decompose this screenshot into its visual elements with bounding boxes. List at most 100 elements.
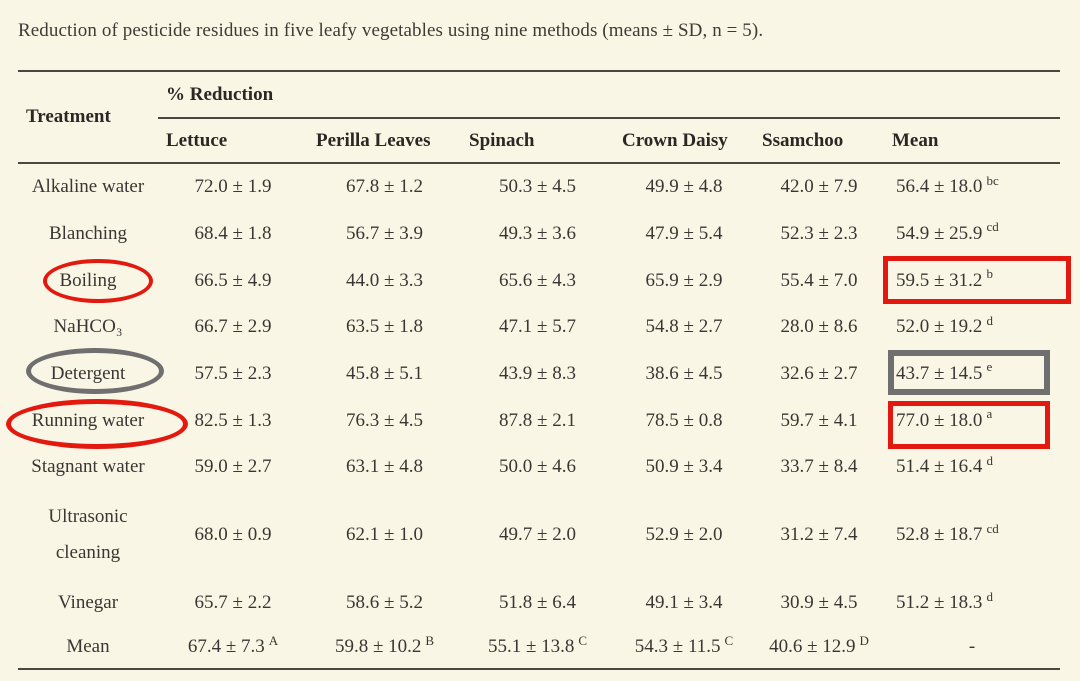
- pesticide-reduction-table: Treatment % Reduction Lettuce Perilla Le…: [18, 70, 1060, 670]
- value-cell: 78.5 ± 0.8: [645, 409, 723, 431]
- value-cell: 52.3 ± 2.3: [780, 222, 858, 244]
- gray-box-annotation-detergent-mean: [888, 350, 1050, 395]
- mean-cell: 54.9 ± 25.9 cd: [896, 219, 999, 244]
- mean-cell: 77.0 ± 18.0 a: [896, 406, 993, 431]
- treatment-cell: Alkaline water: [31, 176, 145, 197]
- table-header: Treatment % Reduction Lettuce Perilla Le…: [18, 71, 1060, 164]
- red-box-annotation-running-water-mean: [888, 401, 1050, 449]
- value-cell: 49.9 ± 4.8: [645, 176, 723, 197]
- table-row-nahco3: NaHCO₃ 66.7 ± 2.9 63.5 ± 1.8 47.1 ± 5.7 …: [18, 304, 1060, 350]
- value-cell: 52.9 ± 2.0: [645, 524, 723, 545]
- value-cell: 65.9 ± 2.9: [645, 269, 723, 291]
- column-header-mean: Mean: [884, 118, 1060, 164]
- table-caption: Reduction of pesticide residues in five …: [18, 20, 764, 41]
- red-circle-annotation-running-water: [6, 399, 188, 449]
- value-cell: 32.6 ± 2.7: [780, 362, 858, 384]
- value-cell: 54.8 ± 2.7: [645, 316, 723, 337]
- value-cell: 49.7 ± 2.0: [499, 524, 576, 545]
- value-cell: 47.1 ± 5.7: [499, 316, 576, 337]
- value-cell: 65.7 ± 2.2: [194, 592, 272, 613]
- value-cell: 31.2 ± 7.4: [780, 524, 858, 545]
- value-cell: 38.6 ± 4.5: [645, 362, 723, 384]
- gray-circle-annotation-detergent: [26, 348, 164, 394]
- table-row-alkaline-water: Alkaline water 72.0 ± 1.9 67.8 ± 1.2 50.…: [18, 163, 1060, 210]
- value-cell: 47.9 ± 5.4: [645, 222, 723, 244]
- mean-cell: 51.2 ± 18.3 d: [896, 588, 993, 613]
- table-row-vinegar: Vinegar 65.7 ± 2.2 58.6 ± 5.2 51.8 ± 6.4…: [18, 580, 1060, 626]
- column-header-treatment: Treatment: [18, 71, 158, 164]
- value-cell: 65.6 ± 4.3: [499, 269, 576, 291]
- significance-letter: d: [986, 588, 993, 604]
- value-cell: 67.8 ± 1.2: [346, 176, 423, 197]
- value-cell: 66.5 ± 4.9: [194, 269, 272, 291]
- significance-letter: C: [578, 632, 588, 648]
- table-body: Alkaline water 72.0 ± 1.9 67.8 ± 1.2 50.…: [18, 163, 1060, 669]
- significance-letter: cd: [986, 219, 999, 235]
- treatment-cell: Mean: [66, 636, 110, 657]
- mean-cell: 52.8 ± 18.7 cd: [896, 520, 999, 545]
- value-cell: 49.3 ± 3.6: [499, 222, 576, 244]
- column-header-crown-daisy: Crown Daisy: [614, 118, 754, 164]
- value-cell: 56.7 ± 3.9: [346, 222, 423, 244]
- value-cell: 33.7 ± 8.4: [780, 456, 858, 477]
- column-header-ssamchoo: Ssamchoo: [754, 118, 884, 164]
- table-row-column-means: Mean 67.4 ± 7.3 A 59.8 ± 10.2 B 55.1 ± 13.…: [18, 626, 1060, 669]
- group-header-row: Treatment % Reduction: [18, 71, 1060, 164]
- significance-letter: a: [986, 406, 993, 422]
- treatment-cell: Vinegar: [57, 592, 119, 613]
- significance-letter: C: [724, 632, 734, 648]
- value-cell: 68.0 ± 0.9: [194, 524, 272, 545]
- value-cell: 42.0 ± 7.9: [780, 176, 858, 197]
- value-cell: 30.9 ± 4.5: [780, 592, 858, 613]
- treatment-cell: Ultrasonic cleaning: [48, 505, 128, 563]
- column-header-spinach: Spinach: [461, 118, 614, 164]
- mean-cell: 59.5 ± 31.2 b: [896, 266, 993, 291]
- sub-header-row: Lettuce Perilla Leaves Spinach Crown Dai…: [18, 118, 1060, 164]
- value-cell: 76.3 ± 4.5: [346, 409, 423, 431]
- value-cell: 49.1 ± 3.4: [645, 592, 723, 613]
- table-row-stagnant-water: Stagnant water 59.0 ± 2.7 63.1 ± 4.8 50.…: [18, 444, 1060, 490]
- table-row-blanching: Blanching 68.4 ± 1.8 56.7 ± 3.9 49.3 ± 3…: [18, 210, 1060, 257]
- value-cell: 40.6 ± 12.9 D: [769, 632, 869, 657]
- column-header-perilla-leaves: Perilla Leaves: [308, 118, 461, 164]
- value-cell: 63.1 ± 4.8: [346, 456, 423, 477]
- value-cell: 50.3 ± 4.5: [499, 176, 576, 197]
- red-circle-annotation-boiling: [43, 259, 153, 303]
- value-cell: 59.0 ± 2.7: [194, 456, 272, 477]
- value-cell: 28.0 ± 8.6: [780, 316, 858, 337]
- treatment-cell: Blanching: [48, 222, 128, 244]
- mean-cell: 51.4 ± 16.4 d: [896, 452, 993, 477]
- mean-cell: 52.0 ± 19.2 d: [896, 312, 993, 337]
- value-cell: 62.1 ± 1.0: [346, 524, 423, 545]
- value-cell: 50.9 ± 3.4: [645, 456, 723, 477]
- treatment-cell: NaHCO₃: [53, 316, 123, 337]
- value-cell: 43.9 ± 8.3: [499, 362, 576, 384]
- value-cell: 67.4 ± 7.3 A: [187, 632, 279, 657]
- value-cell: 63.5 ± 1.8: [346, 316, 423, 337]
- significance-letter: b: [986, 266, 993, 282]
- red-box-annotation-boiling-mean: [883, 256, 1071, 304]
- significance-letter: d: [986, 312, 993, 328]
- mean-cell: 43.7 ± 14.5 e: [896, 359, 993, 384]
- value-cell: 68.4 ± 1.8: [194, 222, 272, 244]
- significance-letter: cd: [986, 520, 999, 536]
- column-header-lettuce: Lettuce: [158, 118, 308, 164]
- significance-letter: e: [986, 359, 993, 375]
- value-cell: 45.8 ± 5.1: [346, 362, 423, 384]
- value-cell: 50.0 ± 4.6: [499, 456, 576, 477]
- value-cell: 44.0 ± 3.3: [346, 269, 423, 291]
- value-cell: 58.6 ± 5.2: [346, 592, 423, 613]
- value-cell: 57.5 ± 2.3: [194, 362, 272, 384]
- table-row-ultrasonic-cleaning: Ultrasonic cleaning 68.0 ± 0.9 62.1 ± 1.…: [18, 490, 1060, 580]
- significance-letter: D: [859, 632, 869, 648]
- value-cell: 54.3 ± 11.5 C: [634, 632, 734, 657]
- value-cell: 55.4 ± 7.0: [780, 269, 858, 291]
- value-cell: 55.1 ± 13.8 C: [487, 632, 588, 657]
- value-cell: 51.8 ± 6.4: [499, 592, 576, 613]
- mean-cell: -: [968, 636, 976, 657]
- mean-cell: 56.4 ± 18.0 bc: [896, 172, 999, 197]
- value-cell: 87.8 ± 2.1: [499, 409, 576, 431]
- value-cell: 82.5 ± 1.3: [194, 409, 272, 431]
- value-cell: 66.7 ± 2.9: [194, 316, 272, 337]
- treatment-cell: Stagnant water: [31, 456, 145, 477]
